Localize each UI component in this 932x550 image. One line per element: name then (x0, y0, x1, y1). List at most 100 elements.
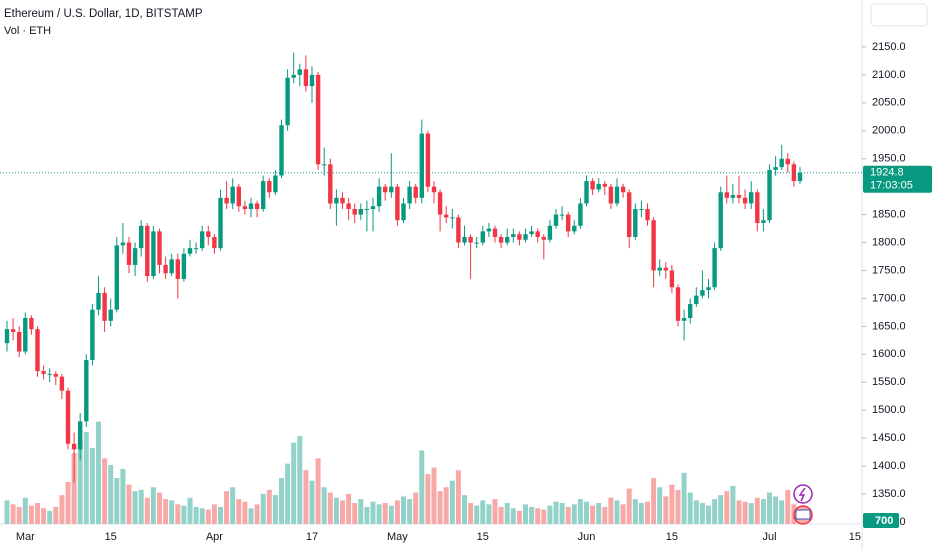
volume-bar (187, 497, 193, 524)
volume-bar (358, 499, 364, 524)
candle-body (511, 234, 516, 237)
candle-body (139, 225, 144, 249)
y-tick-label: 1600.0 (872, 348, 906, 360)
volume-bar (510, 508, 516, 524)
volume-bar (394, 500, 400, 524)
candle-body (230, 186, 235, 204)
candle-body (126, 242, 132, 265)
candle-body (29, 318, 34, 330)
candle-body (35, 329, 40, 372)
volume-bar (449, 480, 455, 524)
volume-bar (346, 493, 352, 524)
candle-body (132, 248, 138, 265)
volume-bar (96, 421, 101, 524)
candle-body (78, 421, 83, 450)
volume-bar (144, 497, 150, 524)
volume-bar (35, 503, 40, 524)
candle-body (627, 192, 632, 237)
candle-body (291, 74, 296, 78)
candle-body (224, 197, 229, 204)
volume-bar (59, 495, 65, 524)
last-price-label: 1924.8 (870, 167, 904, 179)
volume-bar (291, 442, 297, 524)
candle-body (84, 359, 89, 422)
candle-body (572, 225, 577, 232)
volume-bar (535, 508, 541, 524)
candle-body (120, 242, 126, 246)
candle-body (547, 225, 553, 240)
candle-body (523, 234, 528, 240)
volume-bar (706, 505, 711, 524)
y-tick-label: 1350.0 (872, 488, 906, 500)
candle-body (315, 74, 321, 165)
candle-body (151, 231, 156, 277)
volume-bar (260, 493, 266, 524)
candle-body (340, 197, 345, 204)
candle-body (486, 228, 492, 232)
candle-body (767, 169, 772, 221)
volume-bar (437, 491, 443, 524)
candle-body (584, 181, 589, 204)
volume-bar (614, 500, 620, 524)
volume-bar (10, 504, 16, 524)
candle-body (96, 292, 101, 310)
candle-body (108, 309, 113, 321)
volume-bar (254, 504, 260, 524)
volume-bar (22, 497, 28, 524)
volume-bar (785, 489, 791, 524)
volume-bar (492, 499, 498, 524)
candle-body (407, 186, 412, 204)
volume-bar (523, 504, 528, 524)
volume-bar (504, 503, 510, 524)
volume-bar (41, 508, 47, 524)
candle-body (175, 259, 180, 279)
candle-body (675, 287, 681, 321)
toolbar-button[interactable] (870, 3, 928, 27)
volume-bar (47, 510, 53, 524)
volume-bar (175, 504, 181, 524)
candle-body (437, 192, 443, 215)
y-tick-label: 2050.0 (872, 97, 906, 109)
y-tick-label: 1800.0 (872, 236, 906, 248)
volume-bar (266, 489, 272, 524)
volume-bar (693, 500, 699, 524)
y-tick-label: 2150.0 (872, 41, 906, 53)
candle-body (71, 443, 77, 450)
candle-body (706, 287, 711, 291)
event-icon-bolt (798, 487, 806, 502)
candle-body (596, 183, 601, 190)
volume-bar (272, 495, 278, 524)
candle-body (444, 214, 449, 218)
volume-bar (321, 487, 327, 524)
volume-bar (382, 503, 388, 524)
y-tick-label: 1550.0 (872, 376, 906, 388)
candle-body (364, 209, 370, 211)
volume-bar (205, 509, 211, 524)
candle-body (358, 209, 363, 215)
volume-bar (675, 489, 681, 524)
candle-body (102, 292, 107, 321)
candle-body (419, 133, 424, 198)
y-tick-label: 1700.0 (872, 292, 906, 304)
volume-bar (553, 501, 559, 524)
event-icon[interactable] (793, 484, 813, 504)
candle-body (791, 164, 797, 182)
candle-body (663, 267, 668, 271)
chart-title: Ethereum / U.S. Dollar, 1D, BITSTAMP (4, 8, 203, 20)
candle-body (694, 295, 699, 305)
volume-bar (303, 470, 309, 524)
volume-bar (132, 491, 138, 524)
candle-body (742, 197, 748, 204)
volume-bar (431, 467, 437, 524)
flag-icon (795, 509, 811, 520)
x-tick-label: Mar (16, 531, 35, 543)
candle-body (389, 186, 394, 193)
candle-body (450, 217, 455, 219)
candle-body (383, 186, 388, 193)
y-tick-label: 1750.0 (872, 264, 906, 276)
volume-bar (632, 499, 638, 524)
candle-body (303, 69, 309, 87)
volume-bar (620, 504, 626, 524)
candle-body (169, 259, 174, 274)
